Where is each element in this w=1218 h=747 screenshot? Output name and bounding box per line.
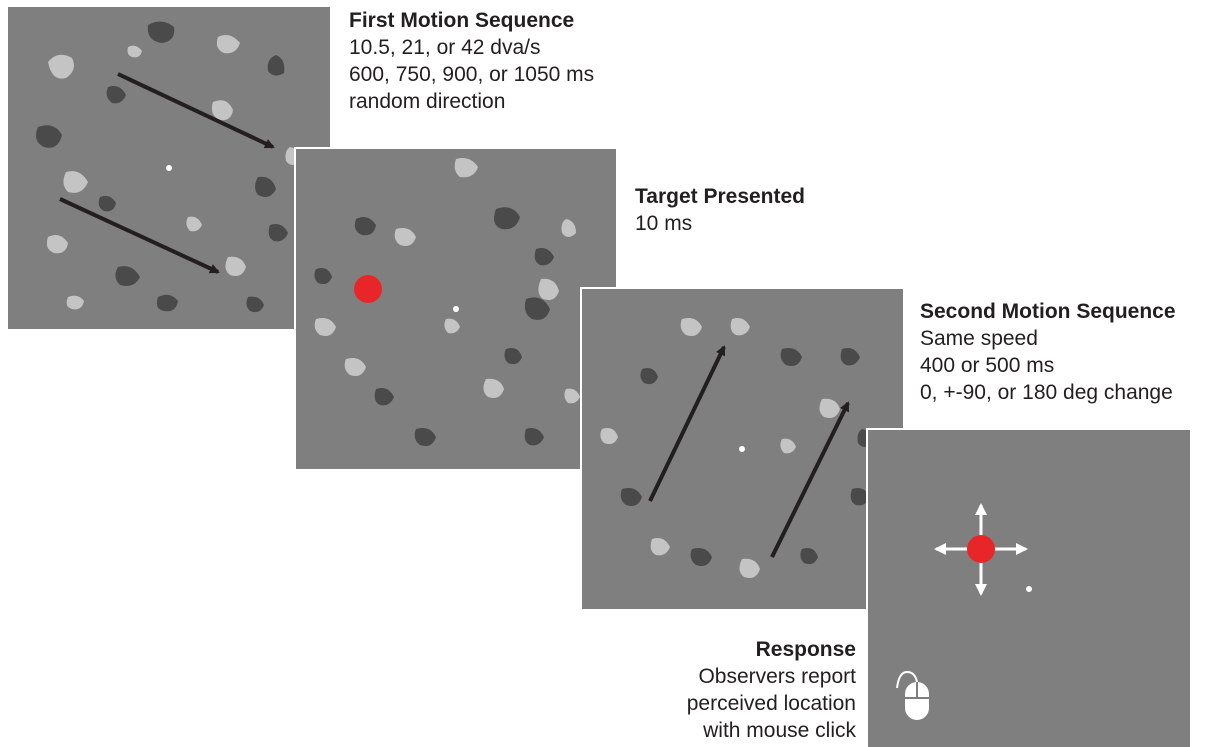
stage-detail: 600, 750, 900, or 1050 ms: [349, 63, 595, 86]
second-motion-stimulus: [600, 318, 872, 578]
stage-detail: 10.5, 21, or 42 dva/s: [349, 36, 541, 59]
stage-detail: Same speed: [920, 327, 1038, 350]
fixation-dot-icon: [453, 306, 459, 312]
target-dot-icon: [354, 275, 382, 303]
target-dot-icon: [967, 535, 995, 563]
motion-arrow-icon: [770, 401, 850, 558]
second-motion-label: Second Motion Sequence Same speed 400 or…: [920, 298, 1176, 406]
fixation-dot-icon: [166, 165, 172, 171]
fixation-dot-icon: [1026, 586, 1032, 592]
stage-title: First Motion Sequence: [349, 9, 575, 32]
stage-detail: 0, +-90, or 180 deg change: [920, 381, 1173, 404]
motion-arrow-icon: [59, 197, 220, 274]
fixation-dot-icon: [739, 446, 745, 452]
stage-detail: with mouse click: [703, 719, 856, 742]
first-motion-panel: [8, 7, 330, 329]
response-label: Response Observers report perceived loca…: [687, 636, 856, 744]
stage-detail: perceived location: [686, 692, 856, 715]
response-panel: [868, 430, 1190, 747]
first-motion-stimulus: [36, 21, 300, 313]
stage-title: Target Presented: [635, 185, 805, 208]
texture-patches: [600, 318, 872, 578]
texture-patches: [314, 158, 580, 446]
stage-detail: 400 or 500 ms: [920, 354, 1055, 377]
motion-arrow-icon: [117, 72, 275, 149]
motion-arrow-icon: [648, 345, 726, 502]
first-motion-label: First Motion Sequence 10.5, 21, or 42 dv…: [349, 7, 594, 115]
target-stimulus: [314, 158, 580, 446]
stage-detail: random direction: [349, 90, 506, 113]
stage-detail: Observers report: [698, 665, 856, 688]
response-display: [896, 503, 1032, 720]
texture-patches: [36, 21, 300, 313]
stage-detail: 10 ms: [635, 212, 693, 235]
mouse-icon: [896, 670, 929, 720]
target-panel: [296, 149, 616, 469]
target-label: Target Presented 10 ms: [635, 183, 805, 237]
stage-title: Response: [755, 638, 856, 661]
stage-title: Second Motion Sequence: [920, 300, 1176, 323]
second-motion-panel: [582, 289, 903, 609]
